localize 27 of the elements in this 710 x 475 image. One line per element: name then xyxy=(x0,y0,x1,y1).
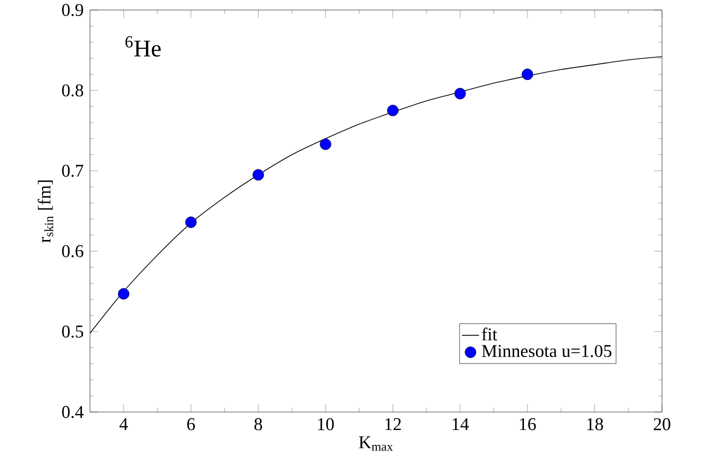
point xyxy=(320,138,332,150)
annotation: $^{6}$He xyxy=(125,36,161,57)
y-tick-label: 0.5 xyxy=(62,326,84,338)
x-tick-label: 12 xyxy=(385,418,401,430)
point xyxy=(522,68,534,80)
legend-label: fit xyxy=(482,328,498,340)
y-tick-label: 0.9 xyxy=(62,4,84,16)
legend-label: Minnesota u=1.05 xyxy=(482,344,612,358)
point xyxy=(454,88,466,100)
x-tick-label: 16 xyxy=(520,418,536,430)
x-tick-label: 6 xyxy=(187,418,195,430)
point xyxy=(185,216,197,228)
y-tick-label: 0.8 xyxy=(62,84,84,96)
x-axis-title: K$_{max}$ xyxy=(358,436,393,451)
point xyxy=(252,169,264,181)
point xyxy=(387,104,399,116)
x-tick-label: 18 xyxy=(587,418,603,430)
x-tick-label: 20 xyxy=(654,418,670,430)
y-tick-label: 0.7 xyxy=(62,164,84,177)
x-tick-label: 4 xyxy=(120,418,128,430)
x-tick-label: 8 xyxy=(254,418,262,430)
y-tick-label: 0.4 xyxy=(62,406,84,418)
y-axis-title: r$_{skin}$ [fm] xyxy=(38,180,54,243)
x-tick-label: 10 xyxy=(318,418,334,430)
y-tick-label: 0.6 xyxy=(62,245,84,258)
x-tick-label: 14 xyxy=(452,418,469,430)
point xyxy=(118,288,130,300)
